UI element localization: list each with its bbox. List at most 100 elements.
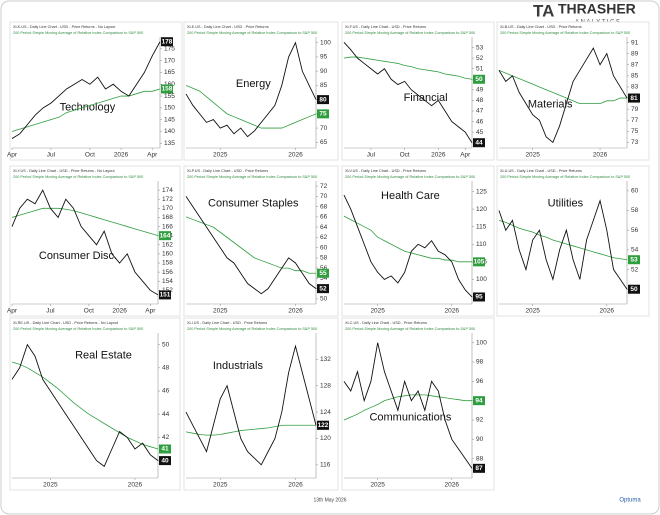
ma-description: 200 Period Simple Moving Average of Rela… <box>187 175 317 179</box>
y-tick-label: 91 <box>631 39 639 46</box>
y-tick-label: 62 <box>320 234 328 241</box>
y-tick-label: 75 <box>631 128 639 135</box>
x-tick-label: Apr <box>145 308 156 315</box>
y-tick-label: 150 <box>164 105 175 112</box>
chart-header: XLV.US - Daily Line Chart - USD - Price … <box>345 169 426 173</box>
y-tick-label: 92 <box>476 417 484 424</box>
end-badge <box>473 292 485 302</box>
y-tick-label: 100 <box>476 276 487 283</box>
y-tick-label: 65 <box>320 139 328 146</box>
price-line <box>11 41 161 139</box>
end-badge <box>159 290 171 300</box>
x-tick-label: Jul <box>47 152 56 159</box>
sector-label: Materials <box>528 99 573 111</box>
x-tick-label: 2026 <box>445 308 460 315</box>
y-tick-label: 170 <box>164 57 175 64</box>
x-tick-label: 2025 <box>43 482 58 489</box>
end-badge-label: 44 <box>475 139 483 146</box>
y-tick-label: 52 <box>631 266 639 273</box>
chart-panel: XLK.US - Daily Line Chart - USD - Price … <box>7 21 183 161</box>
y-tick-label: 100 <box>476 339 487 346</box>
y-tick-label: 58 <box>631 207 639 214</box>
y-tick-label: 72 <box>320 183 328 190</box>
x-tick-label: 2025 <box>370 308 385 315</box>
moving-average-line <box>11 88 161 132</box>
price-line <box>185 344 317 466</box>
y-tick-label: 85 <box>320 82 328 89</box>
y-tick-label: 42 <box>162 434 170 441</box>
price-line <box>498 199 628 290</box>
sector-label: Energy <box>236 78 271 90</box>
y-tick-label: 47 <box>476 108 484 115</box>
panel-bg <box>341 317 495 491</box>
y-tick-label: 174 <box>162 187 173 194</box>
x-tick-label: 2026 <box>288 482 303 489</box>
y-tick-label: 154 <box>162 278 173 285</box>
y-tick-label: 87 <box>631 61 639 68</box>
x-tick-label: 2025 <box>213 482 228 489</box>
moving-average-line <box>498 69 627 104</box>
panel-bg <box>341 165 495 317</box>
panel-bg <box>183 21 339 161</box>
panel-bg <box>496 21 650 161</box>
sector-label: Financial <box>404 92 448 104</box>
price-line <box>498 47 628 144</box>
moving-average-line <box>185 216 316 274</box>
y-tick-label: 124 <box>320 409 331 416</box>
x-tick-label: 2026 <box>288 308 303 315</box>
chart-panel: XLE.US - Daily Line Chart - USD - Price … <box>183 21 339 161</box>
price-line <box>343 41 473 143</box>
x-tick-label: 2025 <box>525 152 540 159</box>
sector-label: Consumer Staples <box>208 197 299 209</box>
ma-description: 200 Period Simple Moving Average of Rela… <box>187 327 317 331</box>
price-line <box>185 196 317 295</box>
footer-date: 13th May 2026 <box>313 497 346 503</box>
brand-mark: TA <box>533 1 554 20</box>
moving-average-line <box>11 207 159 237</box>
x-tick-label: Apr <box>7 308 18 315</box>
y-tick-label: 68 <box>320 203 328 210</box>
y-tick-label: 170 <box>162 205 173 212</box>
chart-panel: XLV.US - Daily Line Chart - USD - Price … <box>341 165 495 317</box>
end-badge <box>473 257 485 267</box>
y-tick-label: 70 <box>320 193 328 200</box>
x-tick-label: 2025 <box>213 152 228 159</box>
y-tick-label: 66 <box>320 214 328 221</box>
y-tick-label: 155 <box>164 93 175 100</box>
y-tick-label: 160 <box>162 251 173 258</box>
chart-panel: XLP.US - Daily Line Chart - USD - Price … <box>183 165 339 317</box>
y-tick-label: 120 <box>320 435 331 442</box>
y-tick-label: 120 <box>476 206 487 213</box>
ma-description: 200 Period Simple Moving Average of Rela… <box>13 31 143 35</box>
moving-average-line <box>343 394 472 421</box>
y-tick-label: 44 <box>162 411 170 418</box>
end-badge <box>159 456 171 466</box>
ma-description: 200 Period Simple Moving Average of Rela… <box>500 31 630 35</box>
y-tick-label: 45 <box>476 129 484 136</box>
moving-average-line <box>498 219 628 261</box>
end-badge <box>628 93 640 103</box>
vendor: Optuma <box>619 498 641 504</box>
panel-bg <box>9 317 181 491</box>
end-badge-label: 41 <box>161 446 169 453</box>
end-badge-label: 94 <box>475 397 483 404</box>
y-tick-label: 50 <box>320 296 328 303</box>
end-badge <box>317 284 329 294</box>
panel-bg <box>183 165 339 317</box>
x-tick-label: Apr <box>7 152 18 159</box>
end-badge-label: 158 <box>162 86 173 93</box>
price-line <box>185 41 317 138</box>
y-tick-label: 88 <box>476 455 484 462</box>
end-badge <box>161 37 173 47</box>
end-badge <box>473 396 485 406</box>
chart-panel: XLB.US - Daily Line Chart - USD - Price … <box>496 21 650 161</box>
y-tick-label: 60 <box>631 188 639 195</box>
y-tick-label: 73 <box>631 139 639 146</box>
y-tick-label: 54 <box>631 247 639 254</box>
x-tick-label: 2026 <box>431 152 446 159</box>
y-tick-label: 95 <box>320 54 328 61</box>
moving-average-line <box>185 85 317 129</box>
chart-header: XLP.US - Daily Line Chart - USD - Price … <box>187 169 268 173</box>
y-tick-label: 160 <box>164 81 175 88</box>
end-badge-label: 53 <box>630 256 638 263</box>
